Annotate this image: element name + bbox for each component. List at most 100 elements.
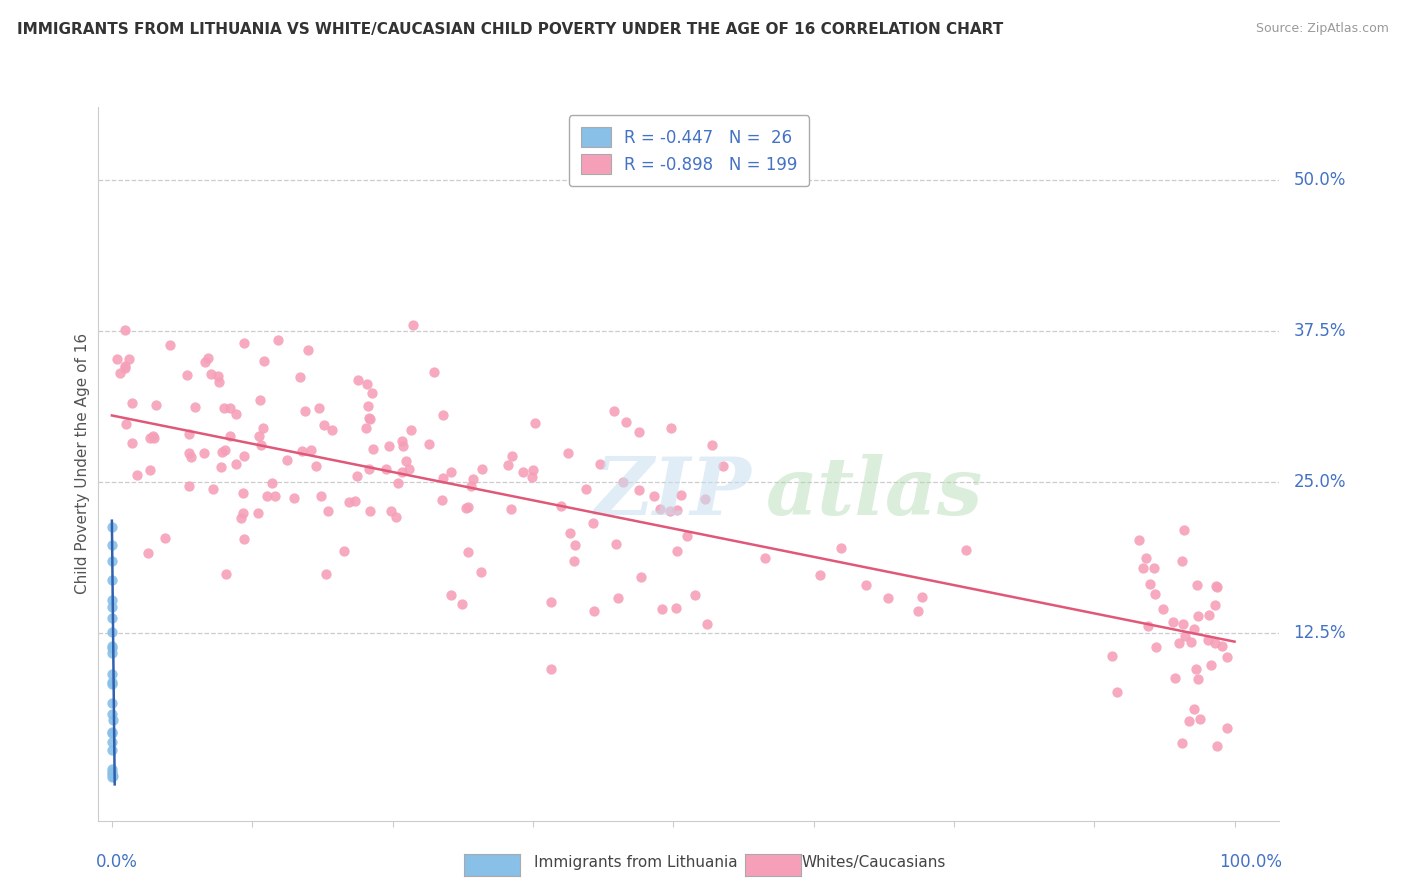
Point	[214, 442, 236, 457]
Point	[202, 482, 225, 496]
Point	[233, 449, 256, 463]
Point	[501, 449, 523, 463]
Point	[700, 438, 723, 452]
Point	[540, 595, 562, 609]
Text: atlas: atlas	[766, 454, 983, 531]
Point	[659, 504, 682, 518]
Point	[454, 501, 477, 516]
Point	[101, 554, 124, 568]
Text: 0.0%: 0.0%	[96, 853, 138, 871]
Point	[1161, 615, 1184, 629]
Point	[669, 488, 692, 502]
Point	[333, 544, 356, 558]
Point	[177, 446, 200, 460]
Point	[249, 392, 271, 407]
Point	[142, 431, 165, 445]
Point	[117, 352, 139, 367]
Point	[177, 427, 200, 442]
Point	[139, 463, 162, 477]
Point	[432, 471, 454, 485]
Point	[225, 407, 247, 421]
Point	[101, 725, 124, 739]
Point	[232, 506, 254, 520]
Point	[183, 400, 205, 414]
Point	[101, 641, 124, 656]
Point	[101, 611, 124, 625]
Point	[432, 493, 454, 508]
Point	[337, 495, 360, 509]
Point	[693, 492, 716, 507]
Point	[229, 510, 252, 524]
Point	[520, 469, 543, 483]
Point	[1178, 714, 1201, 728]
Point	[290, 370, 312, 384]
Point	[207, 368, 229, 383]
Point	[665, 601, 688, 615]
Point	[1206, 739, 1229, 753]
Point	[1205, 579, 1227, 593]
Point	[1182, 623, 1205, 637]
Point	[378, 439, 401, 453]
Point	[101, 706, 124, 721]
Point	[540, 662, 562, 676]
Point	[101, 764, 124, 779]
Text: ZIP: ZIP	[595, 454, 751, 531]
Text: IMMIGRANTS FROM LITHUANIA VS WHITE/CAUCASIAN CHILD POVERTY UNDER THE AGE OF 16 C: IMMIGRANTS FROM LITHUANIA VS WHITE/CAUCA…	[17, 22, 1002, 37]
Point	[145, 398, 167, 412]
Point	[260, 476, 283, 491]
Point	[1204, 598, 1226, 612]
Y-axis label: Child Poverty Under the Age of 16: Child Poverty Under the Age of 16	[75, 334, 90, 594]
Point	[314, 417, 336, 432]
Point	[343, 493, 366, 508]
Point	[564, 538, 586, 552]
Point	[523, 416, 546, 430]
Text: Whites/Caucasians: Whites/Caucasians	[801, 855, 946, 870]
Point	[180, 450, 202, 464]
Point	[557, 445, 579, 459]
Point	[1144, 640, 1167, 654]
Text: 50.0%: 50.0%	[1294, 170, 1346, 188]
Point	[1143, 587, 1166, 601]
Point	[193, 446, 215, 460]
Point	[605, 536, 627, 550]
Point	[321, 423, 343, 437]
Point	[197, 351, 219, 365]
Point	[346, 469, 368, 483]
Point	[550, 499, 572, 513]
Point	[683, 588, 706, 602]
Point	[562, 554, 585, 568]
Point	[108, 366, 131, 380]
Text: 100.0%: 100.0%	[1219, 853, 1282, 871]
Point	[246, 507, 269, 521]
Point	[176, 368, 198, 382]
Point	[200, 368, 222, 382]
Point	[361, 442, 384, 456]
Point	[127, 467, 149, 482]
Point	[1101, 648, 1123, 663]
Point	[1139, 576, 1161, 591]
Point	[357, 411, 380, 425]
Point	[471, 461, 494, 475]
Point	[1173, 523, 1195, 537]
Point	[439, 465, 461, 479]
Point	[830, 541, 852, 556]
Point	[907, 604, 929, 618]
Point	[194, 355, 217, 369]
Point	[1188, 712, 1211, 726]
Point	[225, 457, 247, 471]
Point	[808, 567, 831, 582]
Point	[101, 593, 124, 607]
Point	[256, 489, 278, 503]
Point	[402, 318, 425, 332]
Point	[101, 770, 124, 784]
Point	[356, 376, 378, 391]
Point	[215, 566, 238, 581]
Point	[911, 591, 934, 605]
Point	[399, 423, 422, 437]
Point	[630, 570, 652, 584]
Text: Source: ZipAtlas.com: Source: ZipAtlas.com	[1256, 22, 1389, 36]
Point	[101, 769, 124, 783]
Point	[1198, 607, 1220, 622]
Point	[676, 528, 699, 542]
Point	[1204, 635, 1226, 649]
